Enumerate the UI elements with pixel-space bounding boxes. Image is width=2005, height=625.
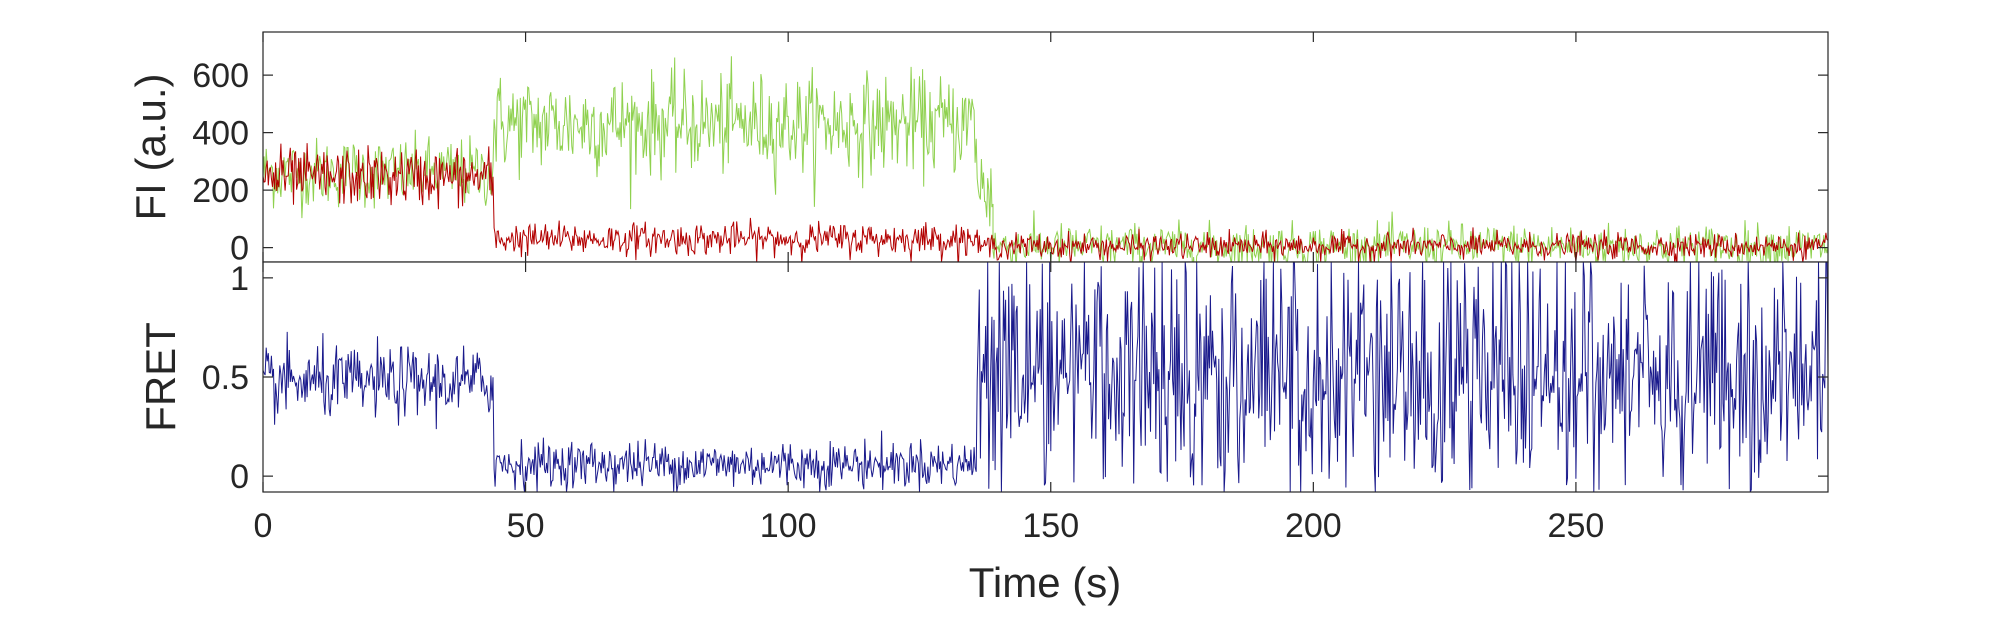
fret-x-tick-label: 0 <box>254 507 273 545</box>
fret-plot-area <box>263 262 1828 492</box>
fret-x-tick-label: 150 <box>1022 507 1079 545</box>
fret-x-tick-label: 100 <box>760 507 817 545</box>
fret-series-line-1 <box>263 262 1828 492</box>
fret-x-tick-label: 250 <box>1548 507 1605 545</box>
fluorescence-traces <box>263 56 1828 262</box>
time-x-axis-label: Time (s) <box>969 559 1121 606</box>
fluorescence-plot-area <box>263 32 1828 262</box>
fluorescence-y-tick-label: 200 <box>192 172 249 210</box>
fret-ticks: 0 50 100 150 200 250 0 0.5 1 <box>202 260 1828 545</box>
fluorescence-ticks: 0 200 400 600 <box>192 32 1828 268</box>
fluorescence-series-line-2 <box>263 143 1828 262</box>
fret-y-axis-label: FRET <box>137 322 184 432</box>
fret-x-tick-label: 50 <box>507 507 545 545</box>
fret-traces <box>263 262 1828 492</box>
fluorescence-y-tick-label: 600 <box>192 57 249 95</box>
fluorescence-y-tick-label: 0 <box>230 230 249 268</box>
fluorescence-y-tick-label: 400 <box>192 115 249 153</box>
fret-x-tick-label: 200 <box>1285 507 1342 545</box>
fret-y-tick-label: 0.5 <box>202 359 249 397</box>
fluorescence-y-axis-label: FI (a.u.) <box>127 73 174 220</box>
fret-panel: 0 50 100 150 200 250 0 0.5 1 FRET Time (s) <box>137 260 1829 606</box>
fluorescence-panel: 0 200 400 600 FI (a.u.) <box>127 31 1829 268</box>
fret-y-tick-label: 0 <box>230 458 249 496</box>
fret-y-tick-label: 1 <box>230 260 249 298</box>
